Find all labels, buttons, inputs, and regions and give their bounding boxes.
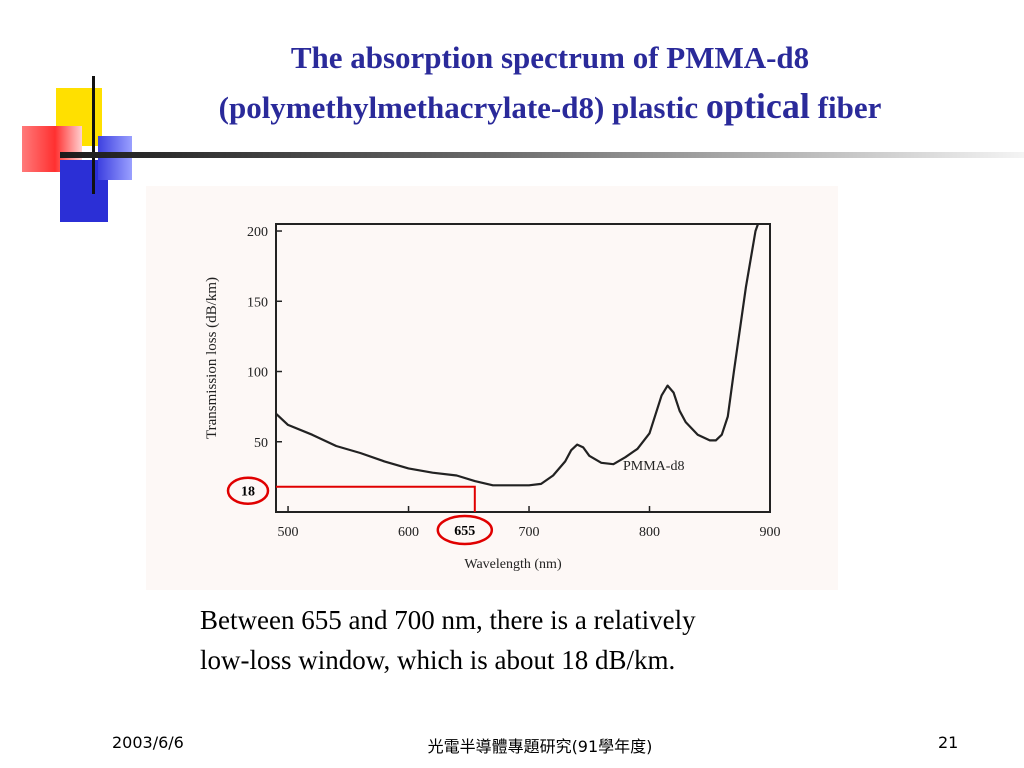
footer-date: 2003/6/6 bbox=[112, 733, 184, 752]
absorption-spectrum-chart: 500 600 700 800 900 50 100 150 200 18 655 PMMA-d8… bbox=[204, 223, 781, 572]
series-line-pmma-d8 bbox=[275, 223, 760, 487]
slide-caption: Between 655 and 700 nm, there is a relat… bbox=[200, 600, 840, 680]
x-tick-label: 800 bbox=[639, 525, 660, 540]
title-line-2-part-a: (polymethylmethacrylate-d8) plastic bbox=[218, 90, 706, 125]
y-tick-label: 100 bbox=[247, 366, 268, 381]
x-tick-label: 700 bbox=[519, 525, 540, 540]
title-divider-rule bbox=[60, 152, 1024, 158]
caption-line-1: Between 655 and 700 nm, there is a relat… bbox=[200, 605, 696, 635]
slide-title: The absorption spectrum of PMMA-d8 (poly… bbox=[110, 34, 990, 132]
decor-blue-small-square bbox=[98, 136, 132, 180]
footer-page-number: 21 bbox=[938, 733, 959, 752]
title-line-2-part-c: fiber bbox=[809, 90, 882, 125]
x-tick-label: 600 bbox=[398, 525, 419, 540]
footer-course-title: 光電半導體專題研究(91學年度) bbox=[427, 737, 653, 756]
title-line-2: (polymethylmethacrylate-d8) plastic opti… bbox=[110, 82, 990, 132]
x-axis-label: Wavelength (nm) bbox=[464, 557, 562, 572]
series-label: PMMA-d8 bbox=[623, 459, 684, 474]
y-marker-label: 18 bbox=[241, 485, 255, 500]
x-tick-label: 900 bbox=[760, 525, 781, 540]
y-axis-label: Transmission loss (dB/km) bbox=[204, 277, 220, 439]
plot-frame bbox=[275, 223, 771, 513]
title-line-1: The absorption spectrum of PMMA-d8 bbox=[290, 40, 810, 75]
spectrum-figure: 500 600 700 800 900 50 100 150 200 18 655 PMMA-d8… bbox=[146, 186, 838, 590]
x-tick-label: 500 bbox=[278, 525, 299, 540]
x-marker-label: 655 bbox=[454, 524, 475, 539]
x-marker-circle bbox=[436, 514, 494, 546]
y-marker-circle bbox=[226, 476, 270, 505]
decor-vertical-rule bbox=[92, 76, 95, 194]
title-line-2-emphasis: optical bbox=[705, 86, 810, 126]
y-tick-label: 50 bbox=[254, 436, 268, 451]
caption-line-2: low-loss window, which is about 18 dB/km… bbox=[200, 645, 676, 675]
low-loss-marker-line bbox=[276, 485, 476, 512]
y-tick-label: 200 bbox=[247, 225, 268, 240]
y-tick-label: 150 bbox=[247, 295, 268, 310]
